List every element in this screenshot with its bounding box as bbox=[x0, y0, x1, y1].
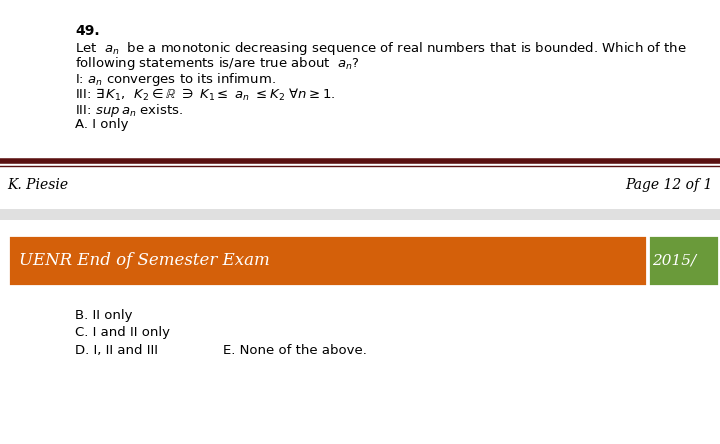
Text: following statements is/are true about  $a_n$?: following statements is/are true about $… bbox=[75, 56, 359, 72]
Bar bbox=[8, 235, 647, 286]
Text: UENR End of Semester Exam: UENR End of Semester Exam bbox=[19, 252, 269, 270]
Text: B. II only: B. II only bbox=[75, 309, 132, 321]
Bar bbox=[648, 235, 719, 286]
Text: K. Piesie: K. Piesie bbox=[7, 178, 68, 192]
Bar bbox=[0, 209, 720, 220]
Text: Let  $a_n$  be a monotonic decreasing sequence of real numbers that is bounded. : Let $a_n$ be a monotonic decreasing sequ… bbox=[75, 40, 687, 57]
Text: I: $a_n$ converges to its infimum.: I: $a_n$ converges to its infimum. bbox=[75, 71, 276, 88]
Text: III: $\it{sup}\, a_n$ exists.: III: $\it{sup}\, a_n$ exists. bbox=[75, 102, 183, 119]
Text: Page 12 of 1: Page 12 of 1 bbox=[626, 178, 713, 192]
Text: 49.: 49. bbox=[75, 24, 99, 39]
Text: E. None of the above.: E. None of the above. bbox=[223, 344, 367, 357]
Text: III: $\exists\, K_1$,  $K_2 \in \mathbb{R}$ $\ni$ $K_1 \leq$ $a_n$ $\leq K_2$ $\: III: $\exists\, K_1$, $K_2 \in \mathbb{R… bbox=[75, 87, 336, 103]
Text: A. I only: A. I only bbox=[75, 118, 128, 131]
Text: 2015/: 2015/ bbox=[652, 254, 696, 268]
Text: D. I, II and III: D. I, II and III bbox=[75, 344, 158, 357]
Text: C. I and II only: C. I and II only bbox=[75, 326, 170, 339]
